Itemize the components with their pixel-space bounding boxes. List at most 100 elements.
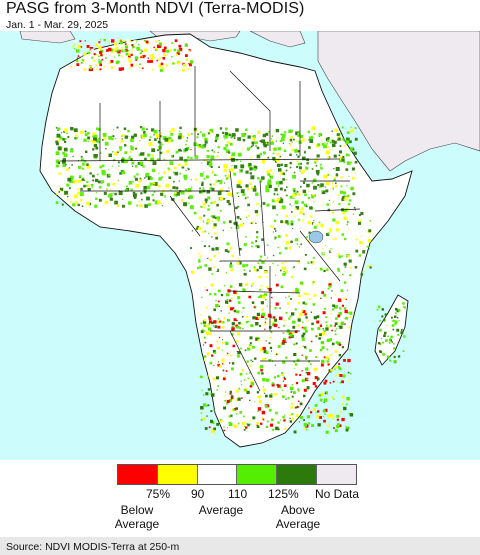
vegetation-pixel	[266, 203, 270, 207]
vegetation-pixel	[222, 369, 225, 372]
vegetation-pixel	[275, 353, 278, 356]
vegetation-pixel	[320, 297, 322, 300]
vegetation-pixel	[254, 357, 257, 360]
vegetation-pixel	[67, 136, 70, 138]
vegetation-pixel	[312, 178, 317, 183]
vegetation-pixel	[322, 329, 325, 331]
vegetation-pixel	[236, 389, 239, 393]
vegetation-pixel	[310, 340, 313, 343]
vegetation-pixel	[143, 133, 147, 138]
vegetation-pixel	[394, 320, 396, 322]
vegetation-pixel	[305, 367, 309, 371]
vegetation-pixel	[112, 49, 116, 52]
vegetation-pixel	[159, 48, 162, 51]
vegetation-pixel	[285, 261, 287, 264]
vegetation-pixel	[171, 42, 173, 44]
vegetation-pixel	[303, 326, 307, 330]
vegetation-pixel	[243, 238, 247, 242]
vegetation-pixel	[197, 146, 200, 149]
vegetation-pixel	[113, 56, 115, 58]
vegetation-pixel	[304, 313, 307, 316]
vegetation-pixel	[124, 151, 127, 154]
vegetation-pixel	[330, 369, 333, 372]
vegetation-pixel	[131, 161, 135, 165]
vegetation-pixel	[236, 398, 239, 401]
vegetation-pixel	[396, 317, 399, 319]
vegetation-pixel	[217, 325, 221, 329]
vegetation-pixel	[275, 411, 278, 415]
vegetation-pixel	[188, 50, 190, 52]
vegetation-pixel	[291, 205, 293, 207]
vegetation-pixel	[209, 265, 213, 268]
vegetation-pixel	[327, 414, 331, 418]
vegetation-pixel	[184, 177, 187, 181]
vegetation-pixel	[201, 175, 203, 177]
vegetation-pixel	[211, 393, 215, 397]
vegetation-pixel	[117, 161, 120, 164]
vegetation-pixel	[174, 39, 178, 42]
vegetation-pixel	[201, 181, 204, 184]
vegetation-pixel	[230, 268, 234, 272]
vegetation-pixel	[283, 377, 286, 380]
vegetation-pixel	[63, 153, 68, 158]
vegetation-pixel	[348, 326, 351, 329]
vegetation-pixel	[181, 166, 185, 169]
vegetation-pixel	[283, 324, 285, 327]
vegetation-pixel	[283, 419, 286, 422]
vegetation-pixel	[78, 165, 81, 169]
vegetation-pixel	[243, 415, 245, 418]
vegetation-pixel	[326, 297, 328, 299]
vegetation-pixel	[301, 326, 304, 329]
vegetation-pixel	[312, 256, 315, 259]
vegetation-pixel	[242, 306, 245, 309]
vegetation-pixel	[149, 138, 151, 140]
vegetation-pixel	[346, 397, 350, 401]
vegetation-pixel	[262, 418, 265, 421]
vegetation-pixel	[321, 186, 323, 188]
vegetation-pixel	[321, 190, 324, 192]
vegetation-pixel	[285, 311, 288, 314]
vegetation-pixel	[358, 246, 361, 249]
vegetation-pixel	[344, 251, 349, 255]
vegetation-pixel	[200, 220, 203, 224]
vegetation-pixel	[230, 395, 234, 398]
vegetation-pixel	[317, 410, 320, 413]
vegetation-pixel	[111, 165, 113, 167]
vegetation-pixel	[290, 222, 294, 226]
vegetation-pixel	[128, 59, 132, 63]
vegetation-pixel	[338, 154, 341, 157]
vegetation-pixel	[175, 186, 179, 190]
vegetation-pixel	[95, 146, 99, 150]
vegetation-pixel	[180, 149, 183, 152]
vegetation-pixel	[334, 305, 338, 309]
vegetation-pixel	[316, 187, 319, 189]
vegetation-pixel	[285, 214, 289, 218]
vegetation-pixel	[110, 60, 114, 63]
vegetation-pixel	[139, 177, 142, 180]
vegetation-pixel	[398, 309, 401, 312]
vegetation-pixel	[289, 332, 292, 335]
vegetation-pixel	[204, 137, 208, 141]
vegetation-pixel	[169, 130, 172, 133]
vegetation-pixel	[281, 389, 283, 391]
vegetation-pixel	[190, 149, 192, 151]
vegetation-pixel	[172, 60, 174, 62]
vegetation-pixel	[337, 137, 341, 141]
vegetation-pixel	[186, 66, 188, 68]
vegetation-pixel	[346, 224, 348, 226]
vegetation-pixel	[227, 192, 231, 196]
vegetation-pixel	[391, 341, 393, 343]
vegetation-pixel	[338, 367, 342, 371]
vegetation-pixel	[58, 191, 60, 193]
vegetation-pixel	[319, 333, 322, 337]
vegetation-pixel	[163, 42, 165, 44]
vegetation-pixel	[164, 195, 167, 198]
vegetation-pixel	[155, 134, 160, 138]
vegetation-pixel	[340, 176, 343, 179]
vegetation-pixel	[99, 51, 102, 54]
vegetation-pixel	[111, 63, 115, 66]
vegetation-pixel	[279, 139, 283, 143]
vegetation-pixel	[295, 206, 300, 210]
vegetation-pixel	[326, 348, 329, 351]
vegetation-pixel	[274, 187, 278, 192]
